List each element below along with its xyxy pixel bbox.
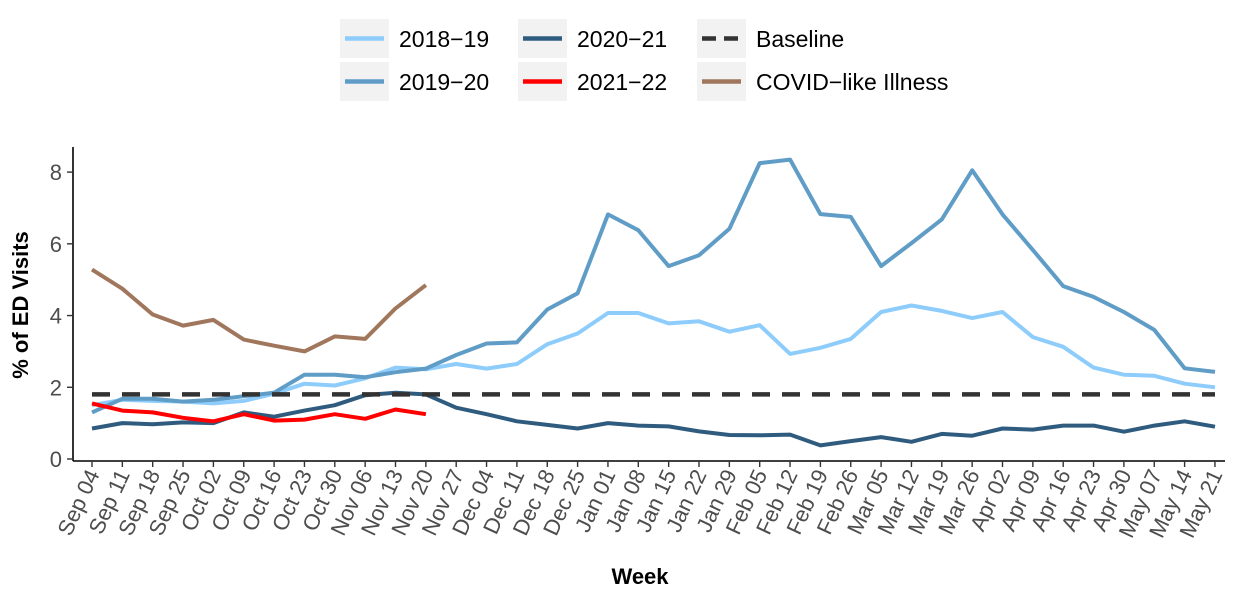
legend-item-2020-21: 2020−21	[518, 19, 667, 58]
x-axis-title: Week	[611, 564, 669, 589]
series-line-2018-19	[91, 303, 1216, 408]
series-lines	[90, 157, 1216, 448]
y-tick-label: 0	[50, 447, 62, 472]
y-tick-label: 2	[50, 375, 62, 400]
legend-label: 2018−19	[399, 26, 489, 52]
legend-item-covid-like-illness: COVID−like Illness	[697, 62, 948, 101]
series-line-2019-20	[91, 157, 1216, 415]
legend: 2018−19 2019−20 2020−21 2021−22 Baseline COVI…	[340, 19, 948, 101]
legend-item-2019-20: 2019−20	[340, 62, 489, 101]
series-line-2021-22	[91, 401, 427, 424]
legend-item-2021-22: 2021−22	[518, 62, 667, 101]
y-tick-label: 6	[50, 232, 62, 257]
legend-label: 2020−21	[577, 26, 667, 52]
legend-label: COVID−like Illness	[756, 69, 948, 95]
y-ticks: 0 2 4 6 8	[50, 160, 73, 472]
y-tick-label: 4	[50, 304, 62, 329]
legend-item-baseline: Baseline	[697, 19, 844, 58]
legend-label: 2021−22	[577, 69, 667, 95]
legend-item-2018-19: 2018−19	[340, 19, 489, 58]
y-tick-label: 8	[50, 160, 62, 185]
series-line-2020-21	[91, 390, 1216, 448]
legend-label: 2019−20	[399, 69, 489, 95]
legend-label: Baseline	[756, 26, 844, 52]
series-line-covid-like-illness	[90, 267, 428, 354]
y-axis-title: % of ED Visits	[8, 231, 33, 379]
